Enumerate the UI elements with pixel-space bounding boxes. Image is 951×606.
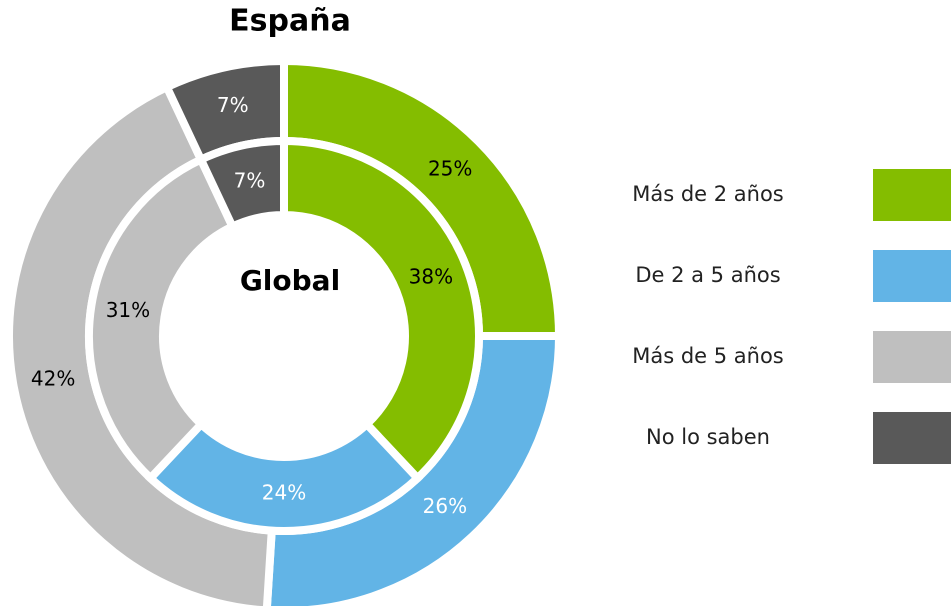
data-label: 38%	[409, 264, 453, 288]
donut-segment	[144, 418, 424, 535]
donut-segment	[195, 136, 288, 232]
legend-label: Más de 5 años	[632, 344, 784, 368]
legend-swatch	[873, 169, 951, 221]
data-label: 7%	[217, 93, 249, 117]
legend-label: De 2 a 5 años	[635, 263, 780, 287]
center-label: Global	[240, 264, 340, 297]
data-label: 24%	[262, 481, 306, 505]
data-label: 42%	[31, 367, 75, 391]
legend-swatch	[873, 412, 951, 464]
data-label: 25%	[428, 156, 472, 180]
legend-swatch	[873, 250, 951, 302]
donut-segment	[280, 136, 483, 484]
data-label: 31%	[106, 298, 150, 322]
legend-label: No lo saben	[646, 425, 770, 449]
data-label: 26%	[423, 494, 467, 518]
legend-swatch	[873, 331, 951, 383]
legend-label: Más de 2 años	[632, 182, 784, 206]
data-label: 7%	[234, 168, 266, 192]
chart-title: España	[229, 4, 351, 39]
donut-segment	[85, 154, 238, 484]
